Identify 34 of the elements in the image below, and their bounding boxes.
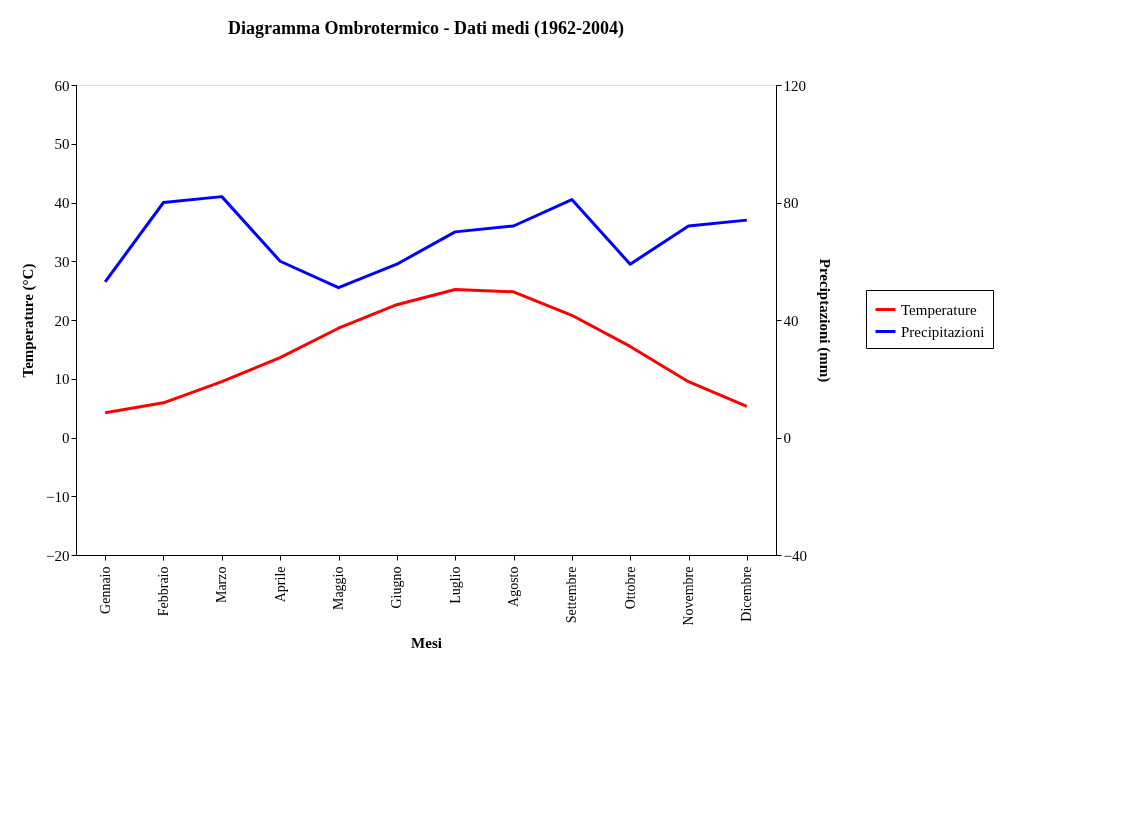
y-tick-label: 10 [54,371,70,388]
x-tick-label: Aprile [272,566,288,603]
y-axis-title: Temperature (°C) [20,263,38,378]
y-tick-label: −20 [46,547,70,564]
y2-tick-label: 40 [783,312,799,329]
y-tick-label: 40 [54,195,70,211]
x-tick-label: Novembre [681,566,696,626]
x-tick-label: Dicembre [739,566,755,622]
y-tick-label: −10 [46,488,70,505]
y-tick-label: 20 [54,312,70,329]
line-series [103,195,749,290]
x-axis-title: Mesi [411,634,442,651]
legend-label: Temperature [901,301,977,318]
y2-axis-title: Preciptazioni (mm) [815,258,833,383]
y-tick-label: 60 [54,77,70,94]
x-tick-label: Gennaio [97,566,113,614]
y-tick-label: 50 [54,136,70,153]
y-tick-label: 0 [62,430,70,446]
x-tick-label: Ottobre [622,566,638,610]
y2-tick-label: 0 [783,430,791,446]
x-tick-label: Maggio [331,566,346,611]
y2-tick-label: 80 [783,195,799,211]
line-series [103,287,749,415]
y2-tick-label: 120 [783,77,806,94]
x-tick-label: Settembre [564,566,580,624]
x-tick-label: Giugno [389,566,405,609]
y2-tick-label: −40 [783,547,807,564]
x-tick-label: Febbraio [156,566,171,617]
x-tick-label: Agosto [506,566,521,607]
x-tick-label: Luglio [447,566,463,604]
chart-title: Diagramma Ombrotermico - Dati medi (1962-2004) [227,18,625,39]
legend-label: Precipitazioni [901,323,985,340]
x-tick-label: Marzo [214,566,230,604]
y-tick-label: 30 [54,253,70,270]
